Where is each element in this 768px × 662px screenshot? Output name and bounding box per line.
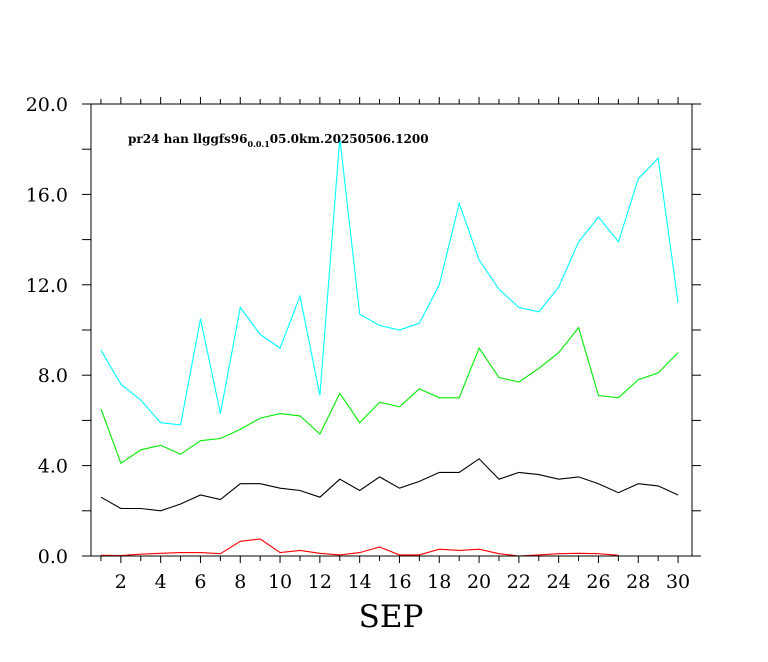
x-tick-label: 16 [387, 571, 411, 593]
series-line-1 [100, 137, 679, 426]
x-tick-label: 14 [348, 571, 372, 593]
y-tick-label: 20.0 [26, 94, 68, 116]
x-tick-label: 10 [268, 571, 292, 593]
chart-annotation: pr24 han llggfs960.0.105.0km.20250506.12… [128, 132, 429, 149]
plot-frame [90, 103, 693, 557]
x-tick-label: 4 [155, 571, 167, 593]
x-tick-label: 2 [115, 571, 127, 593]
x-tick-label: 18 [427, 571, 451, 593]
y-tick-label: 0.0 [38, 546, 68, 568]
y-tick-label: 8.0 [38, 365, 68, 387]
series-layer [100, 137, 679, 557]
y-tick-label: 12.0 [26, 275, 68, 297]
x-tick-label: 8 [234, 571, 246, 593]
x-tick-label: 22 [507, 571, 531, 593]
annotation-prefix: pr24 han llggfs96 [128, 132, 248, 146]
x-tick-label: 6 [194, 571, 206, 593]
axis-layer: 2 4 6 8 10 12 14 16 18 20 22 24 26 28 300.04.08.012.01… [26, 94, 701, 593]
x-tick-label: 24 [547, 571, 571, 593]
series-line-2 [100, 326, 679, 465]
x-tick-label: 12 [308, 571, 332, 593]
x-tick-label: 28 [626, 571, 650, 593]
x-tick-label: 20 [467, 571, 491, 593]
y-tick-label: 16.0 [26, 184, 68, 206]
x-tick-label: 30 [666, 571, 690, 593]
series-line-4 [100, 538, 619, 557]
annotation-subscript: 0.0.1 [248, 139, 270, 149]
x-tick-label: 26 [586, 571, 610, 593]
x-axis-title: SEP [359, 599, 424, 635]
y-tick-label: 4.0 [38, 456, 68, 478]
annotation-suffix: 05.0km.20250506.1200 [270, 132, 429, 146]
series-line-3 [100, 458, 679, 512]
